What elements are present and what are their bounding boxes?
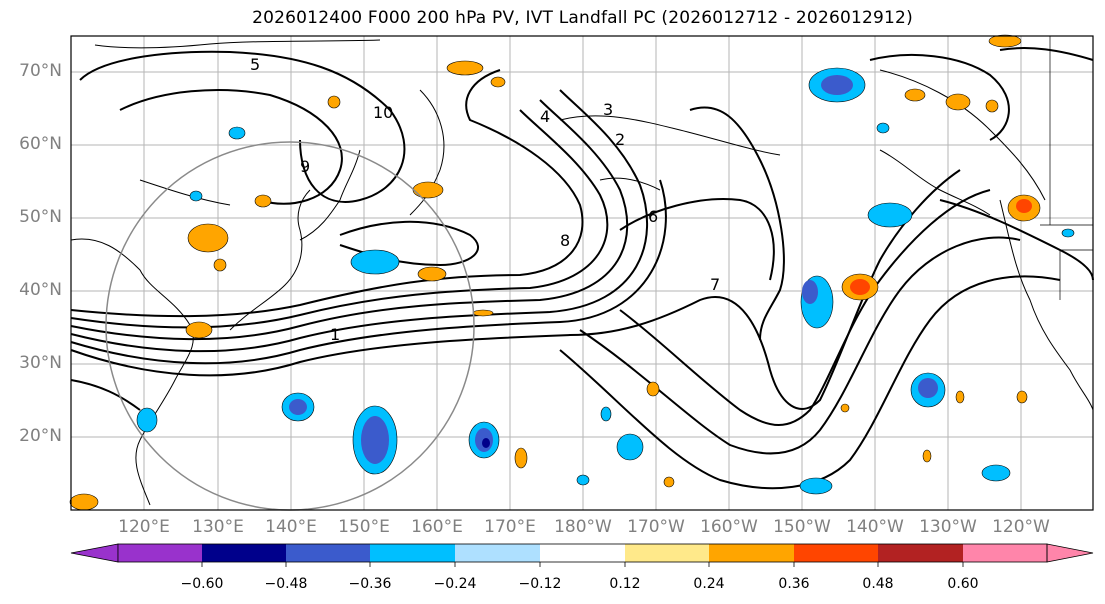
contour-label-7: 7 bbox=[710, 275, 720, 294]
lon-label: 130°E bbox=[192, 517, 244, 537]
colorbar-bin bbox=[878, 544, 964, 562]
lon-label: 180°W bbox=[554, 517, 612, 537]
contour-label-6: 6 bbox=[648, 207, 658, 226]
lon-label: 160°E bbox=[411, 517, 463, 537]
lon-label: 120°E bbox=[118, 517, 170, 537]
contour-label-1: 1 bbox=[330, 325, 340, 344]
colorbar-bin bbox=[709, 544, 795, 562]
lon-label: 140°W bbox=[846, 517, 904, 537]
contour-label-4: 4 bbox=[540, 107, 550, 126]
lon-label: 170°E bbox=[484, 517, 536, 537]
colorbar-tick-label: −0.12 bbox=[518, 576, 562, 592]
lat-label: 60°N bbox=[19, 134, 62, 154]
pv-contour-labels: 10 9 8 7 6 5 4 3 2 1 bbox=[250, 55, 720, 344]
colorbar-tick-label: −0.36 bbox=[348, 576, 392, 592]
colorbar-tick-label: 0.60 bbox=[947, 576, 979, 592]
contour-label-5: 5 bbox=[250, 55, 260, 74]
borders bbox=[1040, 36, 1093, 300]
colorbar-tick-label: 0.12 bbox=[609, 576, 641, 592]
contour-label-3: 3 bbox=[603, 100, 613, 119]
colorbar-bin bbox=[118, 544, 203, 562]
lon-label: 170°W bbox=[627, 517, 685, 537]
colorbar-bin bbox=[455, 544, 541, 562]
colorbar bbox=[70, 543, 1094, 567]
colorbar-bin bbox=[370, 544, 456, 562]
map-frame bbox=[70, 35, 1094, 511]
colorbar-tick-label: −0.48 bbox=[264, 576, 308, 592]
colorbar-extend-low bbox=[70, 543, 119, 563]
contour-label-9: 9 bbox=[300, 157, 310, 176]
coastlines bbox=[70, 39, 1094, 506]
lon-label: 130°W bbox=[919, 517, 977, 537]
colorbar-tick-label: 0.48 bbox=[862, 576, 894, 592]
colorbar-tick-label: 0.24 bbox=[693, 576, 725, 592]
lat-label: 30°N bbox=[19, 353, 62, 373]
figure-title: 2026012400 F000 200 hPa PV, IVT Landfall… bbox=[252, 8, 913, 28]
lat-label: 70°N bbox=[19, 61, 62, 81]
contour-label-2: 2 bbox=[615, 130, 625, 149]
contour-label-8: 8 bbox=[560, 231, 570, 250]
map-background bbox=[71, 36, 1093, 510]
lat-label: 50°N bbox=[19, 207, 62, 227]
colorbar-bin bbox=[625, 544, 710, 562]
colorbar-bin bbox=[540, 544, 626, 562]
lon-label: 140°E bbox=[265, 517, 317, 537]
lat-label: 20°N bbox=[19, 426, 62, 446]
colorbar-bin bbox=[202, 544, 287, 562]
colorbar-bin bbox=[286, 544, 371, 562]
colorbar-bin bbox=[963, 544, 1047, 562]
lon-label: 120°W bbox=[992, 517, 1050, 537]
colorbar-extend-high bbox=[1046, 543, 1094, 563]
pv-contours bbox=[70, 47, 1094, 490]
colorbar-tick-label: −0.24 bbox=[433, 576, 477, 592]
lon-label: 150°E bbox=[338, 517, 390, 537]
lon-label: 160°W bbox=[700, 517, 758, 537]
colorbar-tick-label: −0.60 bbox=[180, 576, 224, 592]
negative-pc-patches bbox=[136, 67, 1075, 495]
positive-pc-patches bbox=[69, 34, 1041, 511]
lat-label: 40°N bbox=[19, 280, 62, 300]
colorbar-tick-label: 0.36 bbox=[778, 576, 810, 592]
contour-label-10: 10 bbox=[373, 103, 393, 122]
colorbar-bin bbox=[794, 544, 879, 562]
lon-label: 150°W bbox=[773, 517, 831, 537]
